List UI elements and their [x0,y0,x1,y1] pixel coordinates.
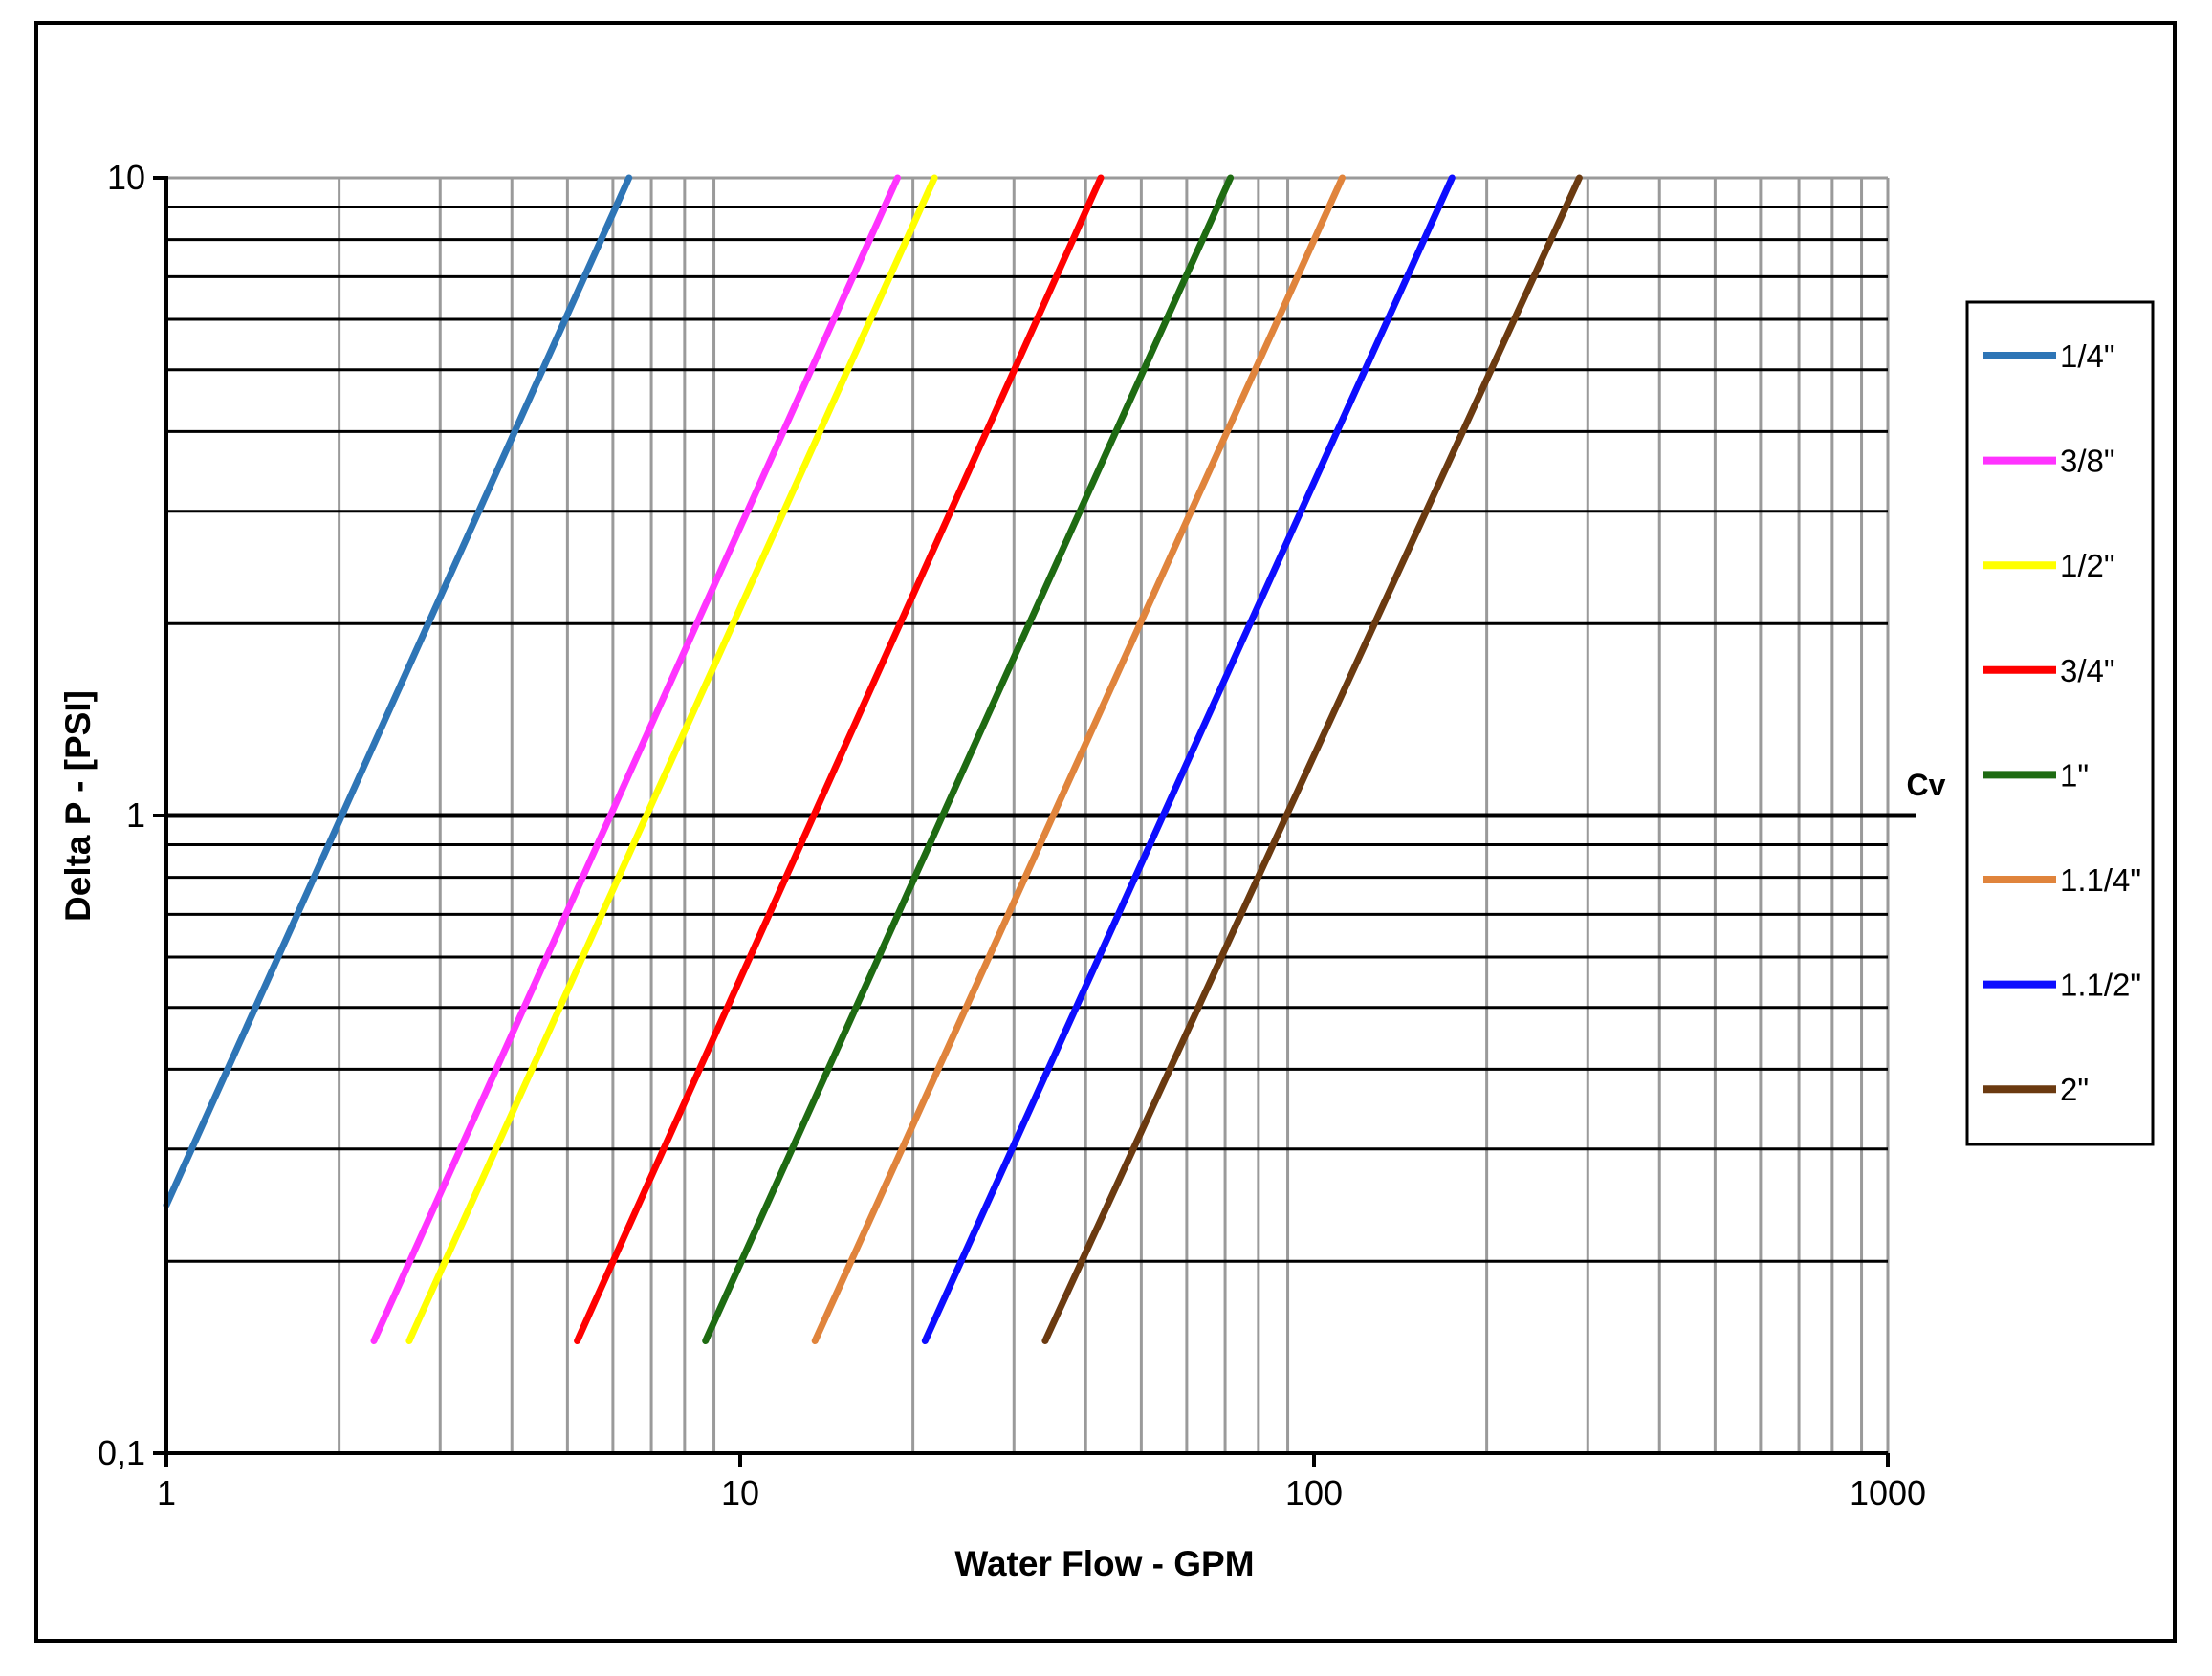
legend-label-3: 3/4" [2060,653,2115,688]
y-tick-label: 10 [107,158,145,197]
series-line-3 [574,174,1105,1344]
series-line-6 [921,174,1456,1344]
series-line-5 [811,174,1346,1344]
series-line-7 [1041,174,1583,1344]
legend-label-2: 1/2" [2060,548,2115,583]
series-line-2 [405,174,938,1344]
x-tick-label: 100 [1285,1473,1343,1513]
legend-label-4: 1" [2060,757,2089,793]
series-lines [163,174,1583,1344]
series-line-1 [370,174,901,1344]
legend-label-5: 1.1/4" [2060,862,2141,898]
legend-label-6: 1.1/2" [2060,968,2141,1003]
legend: 1/4" 3/8" 1/2" 3/4" 1" 1.1/4" 1.1/2" 2" [1965,300,2155,1146]
legend-label-1: 3/8" [2060,444,2115,479]
x-tick-label: 1 [157,1473,176,1513]
y-tick-label: 0,1 [98,1433,145,1472]
legend-label-0: 1/4" [2060,338,2115,374]
legend-box [1965,300,2155,1146]
x-tick-label: 10 [721,1473,759,1513]
series-line-0 [163,174,633,1208]
chart-frame [34,21,2177,1643]
y-axis-title: Delta P - [PSI] [58,690,98,922]
y-tick-label: 1 [126,795,145,835]
series-line-4 [702,174,1235,1344]
x-tick-label: 1000 [1850,1473,1926,1513]
grid-horizontal-lines [166,206,1916,1263]
x-axis-title: Water Flow - GPM [954,1544,1254,1583]
tick-labels: 1 10 100 1000 0,1 1 10 [98,158,1926,1513]
axes [153,176,1890,1467]
cv-label: Cv [1907,768,1946,802]
legend-label-7: 2" [2060,1072,2089,1107]
